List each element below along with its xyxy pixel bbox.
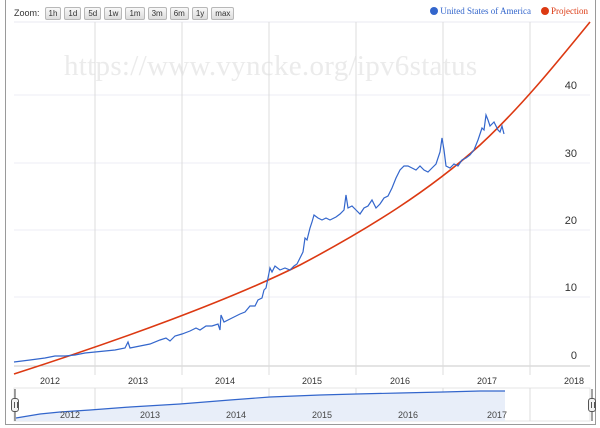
chart-frame xyxy=(5,0,596,425)
legend-item-projection[interactable]: Projection xyxy=(541,6,588,16)
x-tick-2018: 2018 xyxy=(563,376,585,386)
zoom-toolbar: Zoom: 1h 1d 5d 1w 1m 3m 6m 1y max xyxy=(14,6,235,20)
navigator-series-fill xyxy=(16,391,505,421)
zoom-1d-button[interactable]: 1d xyxy=(64,6,82,20)
legend-label-projection: Projection xyxy=(551,6,588,16)
zoom-6m-button[interactable]: 6m xyxy=(169,6,189,20)
x-tick-2014: 2014 xyxy=(214,376,236,386)
zoom-label: Zoom: xyxy=(14,8,40,18)
x-tick-2015: 2015 xyxy=(301,376,323,386)
zoom-1w-button[interactable]: 1w xyxy=(104,6,123,20)
y-tick-20: 20 xyxy=(564,215,577,227)
y-tick-30: 30 xyxy=(564,148,577,160)
y-tick-0: 0 xyxy=(570,350,577,362)
nav-tick-2012: 2012 xyxy=(59,410,81,420)
legend-item-usa[interactable]: United States of America xyxy=(430,6,531,16)
nav-tick-2015: 2015 xyxy=(311,410,333,420)
circle-icon xyxy=(430,7,439,15)
x-tick-2013: 2013 xyxy=(127,376,149,386)
navigator-series-line xyxy=(15,390,505,419)
zoom-1y-button[interactable]: 1y xyxy=(191,6,209,20)
zoom-5d-button[interactable]: 5d xyxy=(84,6,102,20)
chart-legend: United States of America Projection xyxy=(430,6,588,16)
zoom-max-button[interactable]: max xyxy=(211,6,235,20)
x-tick-2012: 2012 xyxy=(39,376,61,386)
watermark-url: https://www.vyncke.org/ipv6status xyxy=(64,50,478,82)
circle-icon xyxy=(541,7,549,15)
legend-label-usa: United States of America xyxy=(440,6,531,16)
nav-tick-2017: 2017 xyxy=(486,410,508,420)
nav-tick-2016: 2016 xyxy=(397,410,419,420)
navigator-right-handle[interactable] xyxy=(588,398,596,412)
x-tick-2017: 2017 xyxy=(476,376,498,386)
zoom-3m-button[interactable]: 3m xyxy=(147,6,167,20)
navigator-left-handle[interactable] xyxy=(11,398,19,412)
nav-tick-2013: 2013 xyxy=(139,410,161,420)
x-tick-2016: 2016 xyxy=(389,376,411,386)
y-gridlines xyxy=(14,94,590,298)
x-gridlines xyxy=(94,22,531,375)
usa-series-line xyxy=(13,112,505,363)
zoom-1m-button[interactable]: 1m xyxy=(125,6,145,20)
y-tick-40: 40 xyxy=(564,80,577,92)
y-tick-10: 10 xyxy=(564,282,577,294)
projection-line xyxy=(13,21,591,375)
zoom-1h-button[interactable]: 1h xyxy=(44,6,62,20)
nav-tick-2014: 2014 xyxy=(225,410,247,420)
